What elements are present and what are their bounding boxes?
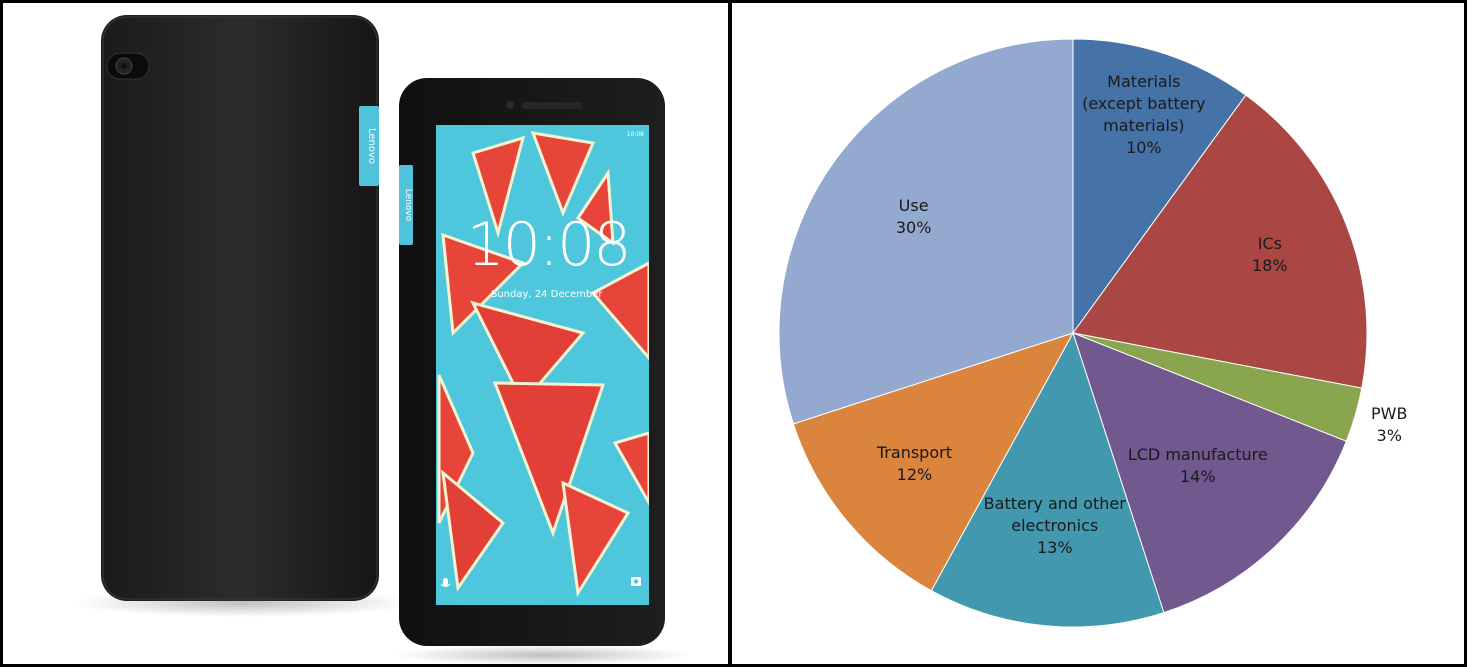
slice-category-label: Use (898, 196, 929, 216)
back-brand-label: Lenovo (366, 128, 377, 164)
pie-slice-label: Use 30% (896, 195, 932, 239)
tablet-photo-panel: Lenovo Lenovo (3, 3, 728, 664)
tablet-screen: 10:08 10:08 Sunday, 24 December (436, 125, 649, 605)
lock-screen-date: Sunday, 24 December (491, 289, 603, 300)
slice-category-label: LCD manufacture (1127, 444, 1268, 464)
lock-screen-clock: 10:08 (467, 210, 630, 280)
tablet-photo: Lenovo Lenovo (73, 15, 693, 664)
pie-slice (1072, 94, 1368, 389)
slice-percent-label: 14% (1179, 466, 1216, 486)
slice-percent-label: 12% (896, 465, 933, 485)
slice-category-label: ICs (1257, 234, 1282, 254)
pie-slice (792, 332, 1075, 592)
slice-category-label: Transport (876, 443, 952, 463)
slice-category-label: Battery and other electronics (983, 494, 1126, 536)
front-tablet-shadow (393, 645, 693, 664)
slice-percent-label: 10% (1126, 137, 1162, 157)
slice-percent-label: 18% (1252, 256, 1288, 276)
front-camera-icon (506, 101, 514, 109)
pie-slice-label: PWB 3% (1371, 403, 1407, 447)
tablet-back-view: Lenovo (101, 15, 379, 601)
front-brand-tab (399, 165, 413, 245)
camera-icon (106, 52, 150, 80)
pie-slice (1072, 38, 1247, 335)
slice-percent-label: 3% (1376, 425, 1402, 445)
back-brand-tab (359, 106, 379, 186)
pie-slice-label: ICs 18% (1252, 233, 1288, 277)
slice-category-label: Materials (except battery materials) (1082, 71, 1206, 135)
status-time: 10:08 (627, 131, 644, 138)
slice-percent-label: 13% (1036, 538, 1073, 558)
speaker-grille (521, 102, 583, 109)
pie-chart (778, 38, 1368, 628)
pie-slice-label: LCD manufacture 14% (1128, 444, 1268, 488)
watermelon-slices (437, 131, 649, 598)
microphone-icon (440, 578, 451, 587)
pie-slice-label: Materials (except battery materials) 10% (1082, 71, 1206, 159)
pie-chart-panel: Materials (except battery materials) 10% I… (732, 3, 1464, 664)
front-brand-label: Lenovo (403, 189, 413, 222)
camera-shortcut-icon (631, 577, 641, 586)
pie-slice-label: Battery and other electronics 13% (984, 493, 1126, 559)
slice-category-label: PWB (1370, 403, 1408, 423)
slice-percent-label: 30% (895, 218, 932, 238)
pie-slice (930, 331, 1165, 628)
pie-slice (778, 38, 1074, 425)
pie-slice-label: Transport 12% (877, 442, 952, 486)
tablet-front-view: Lenovo (399, 78, 665, 646)
